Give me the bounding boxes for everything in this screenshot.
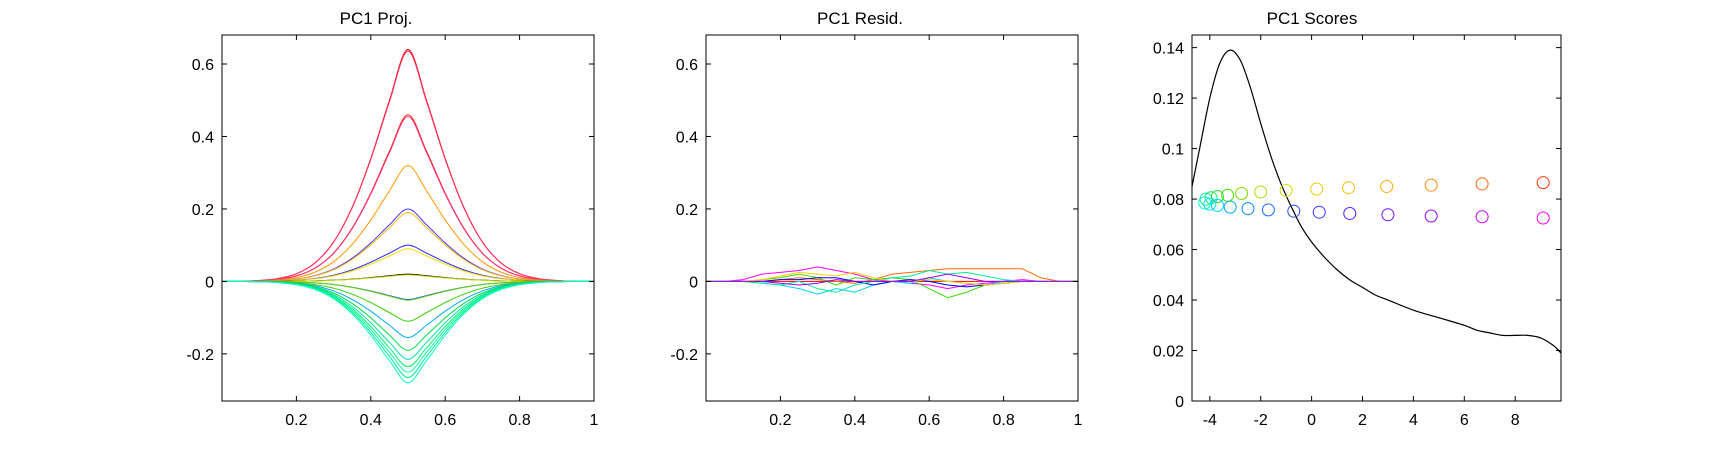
- x-tick-label: 6: [1460, 412, 1469, 429]
- y-tick-label: 0: [689, 274, 698, 291]
- series-line: [706, 273, 1078, 286]
- chart-title: PC1 Scores: [1267, 9, 1358, 28]
- series-line: [706, 270, 1078, 293]
- y-tick-label: 0.4: [192, 129, 214, 146]
- score-marker: [1424, 178, 1438, 192]
- y-tick-label: 0.4: [676, 129, 698, 146]
- y-tick-label: 0.1: [1162, 142, 1184, 159]
- score-marker: [1424, 209, 1438, 223]
- x-tick-label: 0.2: [769, 412, 791, 429]
- score-marker: [1310, 182, 1324, 196]
- y-tick-label: -0.2: [186, 347, 214, 364]
- y-tick-label: 0.08: [1153, 192, 1184, 209]
- plot-area: -4 -2 0 2 4 6 8 0 0.02 0.04 0.06 0.08 0.1 0.12 0.14: [1153, 34, 1562, 429]
- y-tick-label: 0.2: [676, 202, 698, 219]
- score-marker: [1254, 185, 1268, 199]
- series-line: [221, 50, 595, 282]
- axes-box: [1191, 34, 1562, 402]
- y-tick-label: 0: [1175, 394, 1184, 411]
- score-marker: [1475, 177, 1489, 191]
- score-marker: [1536, 176, 1550, 190]
- chart-title: PC1 Proj.: [340, 9, 413, 28]
- score-marker: [1342, 181, 1356, 195]
- x-tick-label: 0.4: [360, 412, 382, 429]
- x-tick-label: 1: [1074, 412, 1083, 429]
- pc1-scores-panel: PC1 Scores -4 -2 0 2 4 6 8 0 0.02 0.04 0.06 0.08 0.1…: [1153, 9, 1562, 429]
- score-marker: [1261, 203, 1275, 217]
- x-tick-label: -4: [1203, 412, 1217, 429]
- score-marker: [1287, 204, 1301, 218]
- x-tick-label: 0.8: [992, 412, 1014, 429]
- pc1-resid-panel: PC1 Resid. 0.2 0.4 0.6 0.8 1 -0.2 0 0.2 0.4 0.6: [670, 9, 1082, 429]
- score-marker: [1241, 202, 1255, 216]
- x-tick-label: -2: [1254, 412, 1268, 429]
- score-marker: [1536, 211, 1550, 225]
- x-tick-label: 4: [1409, 412, 1418, 429]
- y-tick-label: 0.06: [1153, 243, 1184, 260]
- y-tick-label: 0.02: [1153, 344, 1184, 361]
- x-tick-label: 0.4: [844, 412, 866, 429]
- score-marker: [1380, 179, 1394, 193]
- chart-title: PC1 Resid.: [817, 9, 903, 28]
- y-tick-label: 0.14: [1153, 41, 1184, 58]
- density-curve: [1191, 49, 1562, 354]
- x-tick-label: 0: [1307, 412, 1316, 429]
- score-marker: [1475, 210, 1489, 224]
- x-tick-label: 8: [1511, 412, 1520, 429]
- y-tick-label: 0.12: [1153, 91, 1184, 108]
- x-tick-label: 2: [1358, 412, 1367, 429]
- pc1-proj-panel: PC1 Proj. 0.2 0.4 0.6 0.8 1 -0.2 0 0.2 0.4 0.6: [186, 9, 598, 429]
- x-tick-label: 0.8: [508, 412, 530, 429]
- series-line: [221, 280, 595, 384]
- x-tick-label: 0.6: [918, 412, 940, 429]
- y-tick-label: -0.2: [670, 347, 698, 364]
- score-marker: [1210, 190, 1224, 204]
- score-marker: [1279, 183, 1293, 197]
- series-line: [221, 212, 595, 282]
- x-tick-label: 0.6: [434, 412, 456, 429]
- y-tick-label: 0.6: [192, 57, 214, 74]
- score-marker: [1198, 196, 1212, 210]
- score-marker: [1312, 205, 1326, 219]
- y-tick-label: 0: [205, 274, 214, 291]
- axes-box: [705, 34, 1079, 402]
- series-line: [221, 164, 595, 282]
- y-tick-label: 0.04: [1153, 293, 1184, 310]
- score-marker: [1210, 198, 1224, 212]
- series-line: [221, 116, 595, 282]
- score-marker: [1381, 208, 1395, 222]
- score-marker: [1203, 197, 1217, 211]
- y-tick-label: 0.6: [676, 57, 698, 74]
- score-marker: [1343, 206, 1357, 220]
- y-tick-label: 0.2: [192, 202, 214, 219]
- score-marker: [1223, 200, 1237, 214]
- plot-area: 0.2 0.4 0.6 0.8 1 -0.2 0 0.2 0.4 0.6: [186, 34, 599, 429]
- axes-box: [221, 34, 595, 402]
- x-tick-label: 0.2: [285, 412, 307, 429]
- plot-area: 0.2 0.4 0.6 0.8 1 -0.2 0 0.2 0.4 0.6: [670, 34, 1083, 429]
- x-tick-label: 1: [590, 412, 599, 429]
- score-marker: [1235, 187, 1249, 201]
